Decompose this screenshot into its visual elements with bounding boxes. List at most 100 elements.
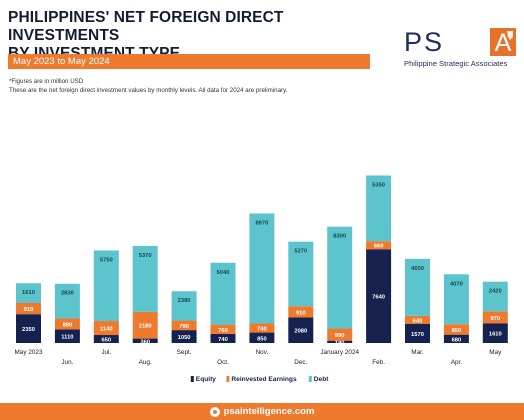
globe-icon bbox=[209, 406, 220, 417]
bar-segment-equity bbox=[54, 329, 80, 343]
bar-segment-debt bbox=[366, 175, 392, 242]
x-tick-label: Mar. bbox=[411, 349, 424, 356]
bar-segment-equity bbox=[132, 338, 158, 343]
bar-segment-equity bbox=[443, 334, 469, 343]
bar-segment-equity bbox=[288, 317, 314, 343]
bar-segment-reinvested-earnings bbox=[171, 320, 197, 331]
bar-segment-debt bbox=[16, 283, 41, 303]
x-tick-label: Apr. bbox=[451, 359, 463, 366]
bar-segment-reinvested-earnings bbox=[132, 311, 158, 339]
data-label-equity: 360 bbox=[140, 339, 150, 345]
data-label-equity: 7640 bbox=[372, 295, 385, 301]
x-tick-label: Jun. bbox=[61, 359, 73, 366]
data-label-debt: 5750 bbox=[100, 257, 113, 263]
bar-segment-reinvested-earnings bbox=[16, 302, 41, 315]
data-label-debt: 2380 bbox=[178, 298, 191, 304]
bar-segment-equity bbox=[249, 332, 275, 343]
bar-segment-debt bbox=[443, 274, 469, 325]
data-label-reinvested-earnings: 760 bbox=[218, 328, 228, 334]
bar-segment-reinvested-earnings bbox=[443, 324, 469, 335]
bar-segment-equity bbox=[16, 314, 41, 343]
data-label-reinvested-earnings: 990 bbox=[335, 333, 345, 339]
bar-segment-debt bbox=[171, 291, 197, 321]
data-label-equity: 2350 bbox=[22, 327, 35, 333]
units-note: *Figures are in million USD bbox=[9, 78, 84, 85]
bar-segment-debt bbox=[93, 250, 119, 322]
bar-segment-debt bbox=[249, 213, 275, 324]
data-label-reinvested-earnings: 970 bbox=[490, 316, 500, 322]
bar-segment-equity bbox=[93, 335, 119, 343]
footer-bar: psaintelligence.com bbox=[0, 403, 524, 420]
data-label-reinvested-earnings: 910 bbox=[296, 310, 306, 316]
data-label-equity: 680 bbox=[452, 337, 462, 343]
preliminary-note: These are the net foreign direct investm… bbox=[9, 86, 288, 94]
bar-segment-debt bbox=[327, 226, 353, 329]
x-tick-label: May bbox=[489, 349, 502, 356]
x-tick-label: Sept. bbox=[177, 349, 192, 356]
bar-segment-debt bbox=[54, 283, 80, 319]
bar-segment-reinvested-earnings bbox=[366, 241, 392, 250]
footer-website[interactable]: psaintelligence.com bbox=[223, 406, 315, 417]
logo-letter-a-box: A bbox=[490, 28, 516, 56]
bar-segment-equity bbox=[366, 249, 392, 343]
chart-title-line1: PHILIPPINES' NET FOREIGN DIRECT INVESTME… bbox=[8, 9, 284, 44]
data-label-reinvested-earnings: 790 bbox=[179, 324, 189, 330]
logo-letters: P S bbox=[404, 28, 444, 56]
bar-segment-debt bbox=[288, 241, 314, 307]
bar-segment-reinvested-earnings bbox=[288, 306, 314, 318]
data-label-equity: 1050 bbox=[178, 335, 191, 341]
data-label-reinvested-earnings: 740 bbox=[257, 327, 267, 333]
bar-segment-equity bbox=[405, 323, 430, 343]
data-label-equity: 1610 bbox=[489, 332, 502, 338]
data-label-debt: 5040 bbox=[217, 270, 230, 276]
bar-segment-debt bbox=[482, 281, 508, 312]
x-tick-label: Oct. bbox=[217, 359, 229, 366]
x-tick-label: January 2024 bbox=[320, 349, 359, 356]
bar-segment-equity bbox=[482, 323, 508, 343]
logo-caption: Philippine Strategic Associates bbox=[404, 59, 508, 68]
bar-segment-equity bbox=[171, 330, 197, 343]
legend-label: Debt bbox=[314, 376, 329, 383]
bar-segment-debt bbox=[210, 262, 236, 325]
data-label-reinvested-earnings: 910 bbox=[24, 307, 34, 313]
data-label-debt: 8300 bbox=[333, 234, 346, 240]
data-label-debt: 2420 bbox=[489, 289, 502, 295]
logo-a-icon: A bbox=[495, 29, 513, 56]
logo-letter-a: A bbox=[495, 29, 512, 56]
stacked-bar-chart: 2350 910 1610 May 2023 1110 890 2830 Jun. 650 114… bbox=[14, 175, 508, 383]
x-tick-label: Nov. bbox=[256, 349, 269, 356]
data-label-equity: 1570 bbox=[411, 332, 424, 338]
bar-segment-debt bbox=[132, 245, 158, 312]
x-tick-label: May 2023 bbox=[14, 349, 43, 356]
legend-label: Reinvested Earnings bbox=[231, 376, 297, 383]
logo-letter-p: P bbox=[404, 27, 423, 57]
data-label-debt: 4070 bbox=[450, 281, 463, 287]
bar-segment-reinvested-earnings bbox=[327, 328, 353, 341]
bar-segment-reinvested-earnings bbox=[405, 315, 430, 324]
bar-segment-equity bbox=[210, 333, 236, 343]
bar-segment-reinvested-earnings bbox=[249, 323, 275, 333]
legend-label: Equity bbox=[196, 376, 216, 383]
data-label-debt: 5370 bbox=[139, 253, 152, 259]
data-label-debt: 1610 bbox=[22, 290, 35, 296]
data-label-reinvested-earnings: 660 bbox=[374, 244, 384, 250]
data-label-debt: 2830 bbox=[61, 291, 74, 297]
date-range-text: May 2023 to May 2024 bbox=[13, 56, 110, 67]
x-tick-label: Dec. bbox=[294, 359, 307, 366]
legend-swatch bbox=[226, 376, 230, 382]
data-label-equity: 2080 bbox=[294, 329, 307, 335]
legend-swatch bbox=[308, 376, 312, 382]
x-tick-label: Aug. bbox=[139, 359, 152, 366]
data-label-debt: 8970 bbox=[255, 220, 268, 226]
bar-segment-equity bbox=[327, 340, 353, 343]
bar-segment-reinvested-earnings bbox=[54, 318, 80, 330]
bar-segment-reinvested-earnings bbox=[93, 321, 119, 336]
map-pin-icon bbox=[507, 31, 513, 40]
x-tick-label: Jul. bbox=[101, 349, 111, 356]
data-label-reinvested-earnings: 640 bbox=[413, 318, 423, 324]
data-label-reinvested-earnings: 2180 bbox=[139, 324, 152, 330]
data-label-reinvested-earnings: 850 bbox=[452, 328, 462, 334]
data-label-reinvested-earnings: 890 bbox=[63, 322, 73, 328]
data-label-equity: 1110 bbox=[61, 335, 73, 341]
bar-segment-reinvested-earnings bbox=[210, 324, 236, 334]
